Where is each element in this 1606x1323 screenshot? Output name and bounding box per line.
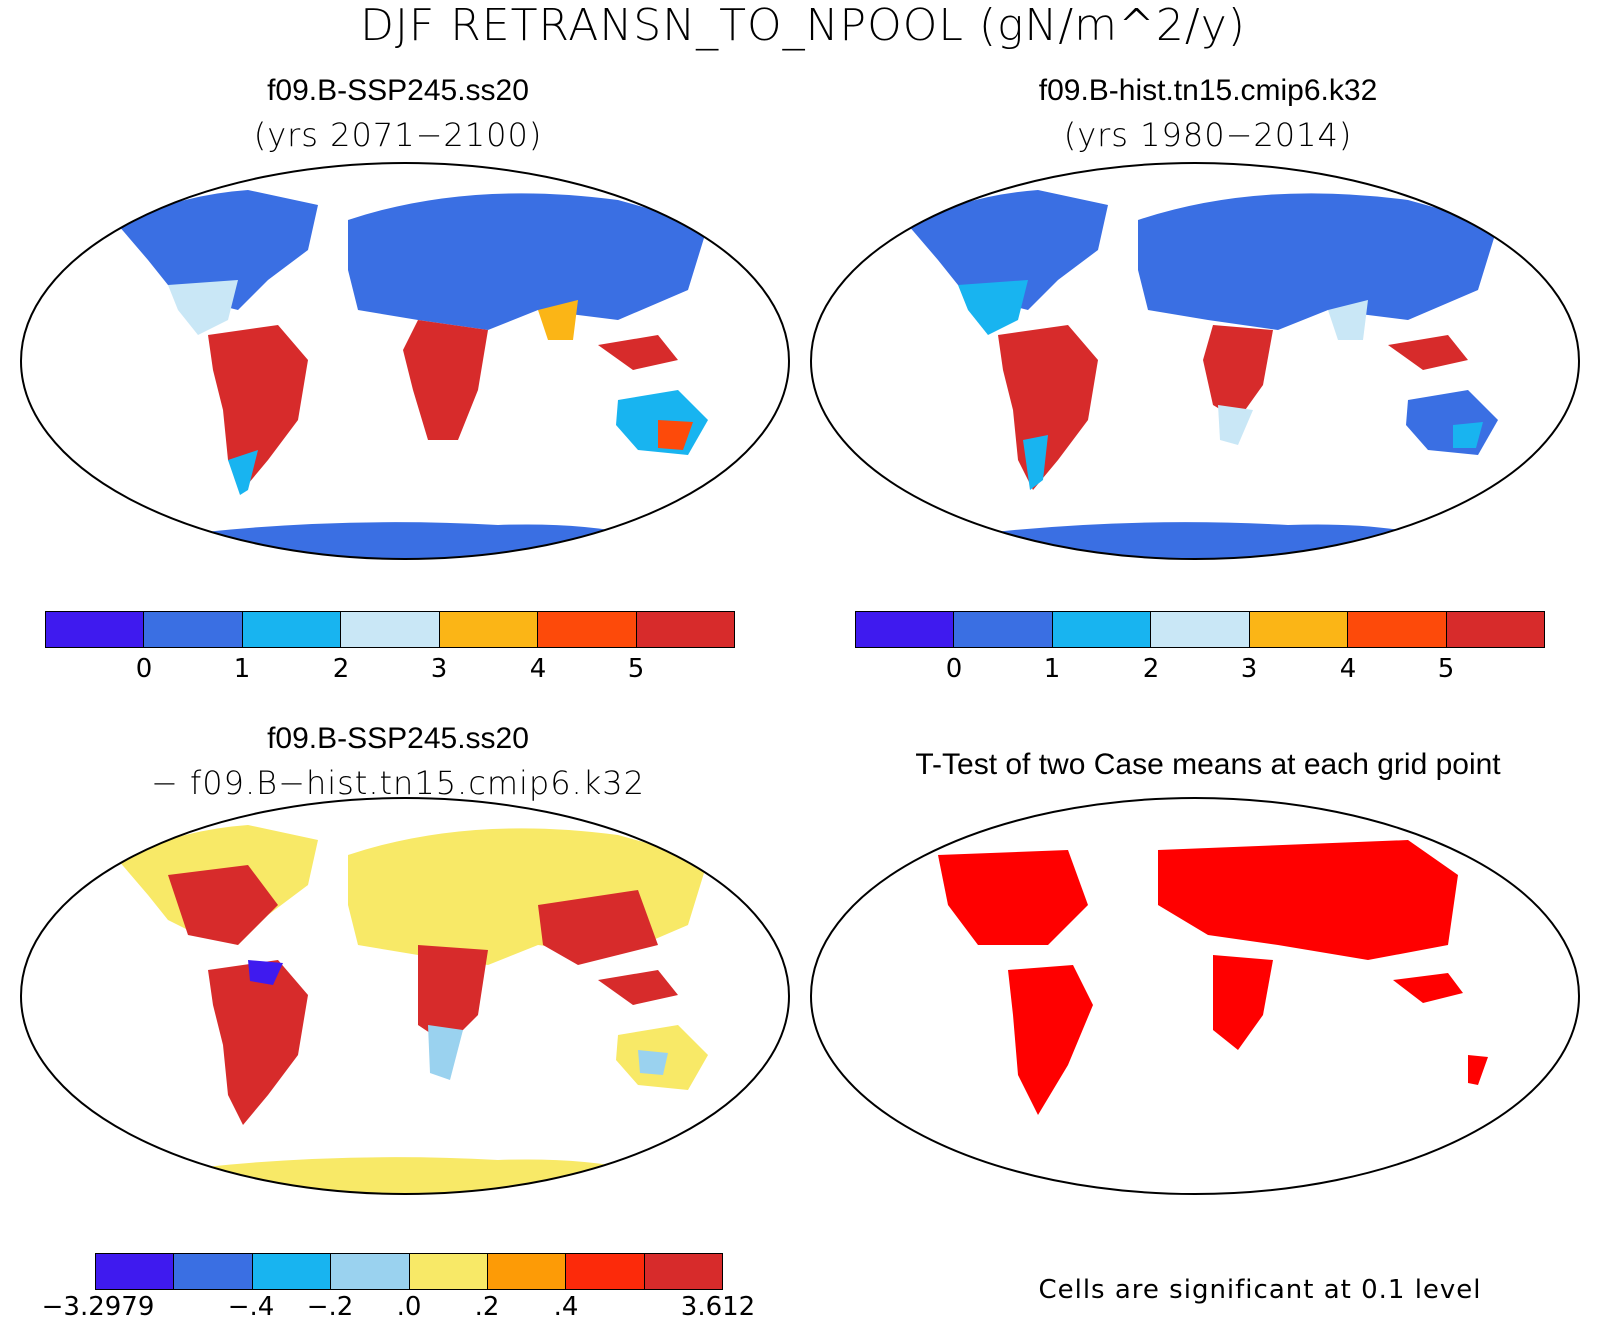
significant-south-america [1008,965,1093,1115]
colorbar-tick-label: .4 [553,1292,579,1322]
colorbar-swatch [566,1254,645,1289]
north-america-region [908,190,1108,310]
significant-north-america [938,850,1088,945]
colorbar-swatch [1348,612,1447,647]
colorbar-swatch [1052,612,1152,647]
colorbar-swatch [341,612,440,647]
colorbar-swatch [252,1254,332,1289]
colorbar-tick-label: 4 [529,654,547,684]
colorbar-tick-label: 5 [627,654,645,684]
colorbar-swatch [96,1254,175,1289]
eurasia-africa-region [1138,193,1498,330]
main-title: DJF RETRANSN_TO_NPOOL (gN/m^2/y) [360,0,1246,51]
colorbar-tick-label: −3.2979 [41,1292,155,1322]
colorbar-tick-label: 5 [1437,654,1455,684]
colorbar-tick-label: 0 [945,654,963,684]
colorbar-historical [855,611,1545,648]
colorbar-tick-label: 2 [332,654,350,684]
panel3-case-title: f09.B-SSP245.ss20 [267,722,529,755]
colorbar-swatch [954,612,1053,647]
colorbar-tick-label: −.4 [227,1292,275,1322]
colorbar-tick-label: 3 [1240,654,1258,684]
colorbar-swatch [242,612,342,647]
south-america-region [208,960,308,1125]
colorbar-tick-label: .0 [396,1292,422,1322]
colorbar-swatch [46,612,145,647]
panel1-case-title: f09.B-SSP245.ss20 [267,74,529,107]
south-america-region [998,325,1098,490]
colorbar-tick-label: .2 [474,1292,500,1322]
map-ttest-significance [810,797,1580,1195]
colorbar-swatch [439,612,539,647]
colorbar-swatch [636,612,734,647]
panel3-difference-subtitle: − f09.B−hist.tn15.cmip6.k32 [151,764,645,802]
colorbar-swatch [1446,612,1544,647]
significance-note: Cells are significant at 0.1 level [1038,1275,1482,1305]
significant-australia [1468,1055,1488,1085]
south-america-region [208,325,308,490]
colorbar-tick-label: 3 [430,654,448,684]
map-historical-case [810,162,1580,560]
colorbar-difference [95,1253,723,1290]
colorbar-swatch [644,1254,722,1289]
colorbar-tick-label: 4 [1339,654,1357,684]
eurasia-africa-region [348,193,708,330]
colorbar-swatch [856,612,955,647]
panel4-ttest-title: T-Test of two Case means at each grid po… [915,748,1501,781]
map-future-case [20,162,790,560]
colorbar-swatch [174,1254,253,1289]
colorbar-tick-label: 3.612 [680,1292,756,1322]
significant-eurasia [1158,840,1458,960]
colorbar-swatch [331,1254,410,1289]
north-america-region [118,190,318,310]
colorbar-tick-label: 1 [233,654,251,684]
panel1-years: (yrs 2071−2100) [253,116,543,154]
colorbar-swatch [144,612,243,647]
panel2-case-title: f09.B-hist.tn15.cmip6.k32 [1038,74,1378,107]
significant-maritime [1393,973,1463,1003]
map-difference [20,797,790,1195]
colorbar-swatch [538,612,637,647]
panel2-years: (yrs 1980−2014) [1063,116,1353,154]
colorbar-swatch [409,1254,488,1289]
colorbar-swatch [1151,612,1250,647]
colorbar-tick-label: 1 [1043,654,1061,684]
significant-africa [1213,955,1273,1050]
colorbar-swatch [1249,612,1349,647]
colorbar-tick-label: 2 [1142,654,1160,684]
colorbar-swatch [487,1254,567,1289]
colorbar-future [45,611,735,648]
colorbar-tick-label: −.2 [306,1292,354,1322]
colorbar-tick-label: 0 [135,654,153,684]
